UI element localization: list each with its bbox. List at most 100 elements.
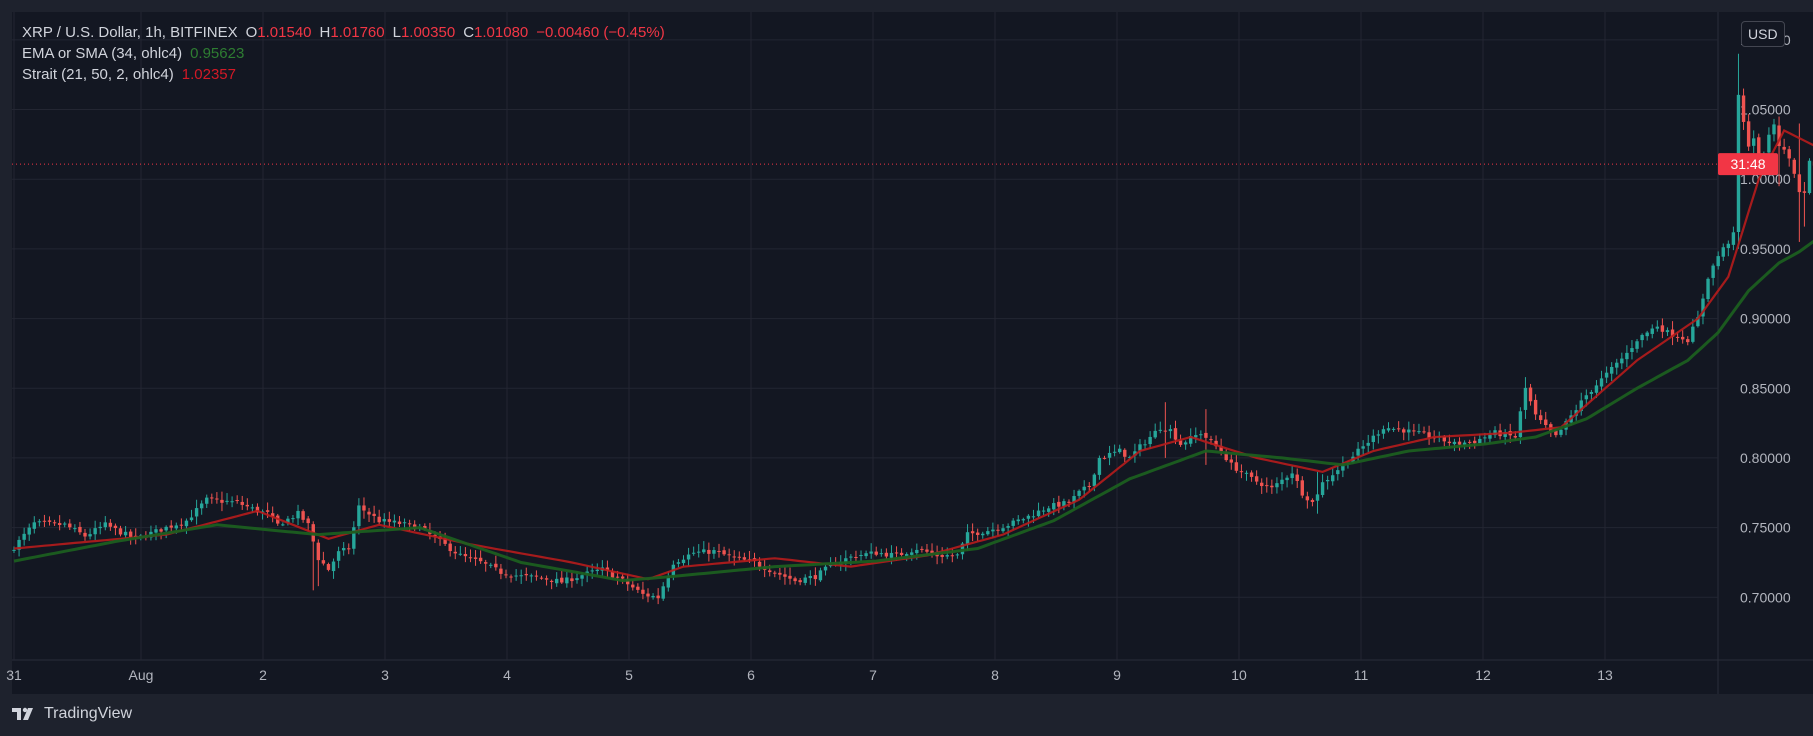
candle-up (341, 548, 346, 551)
candle-down (1087, 485, 1091, 487)
candle-up (1097, 457, 1102, 475)
candle-down (108, 522, 113, 527)
candle-down (478, 557, 483, 562)
candle-up (580, 575, 584, 579)
candle-up (1726, 243, 1731, 249)
candle-down (1224, 452, 1228, 461)
candle-up (194, 508, 199, 517)
candle-down (347, 548, 351, 550)
candle-up (1716, 256, 1720, 267)
indicator-strait-label: Strait (21, 50, 2, ohlc4) (22, 66, 174, 83)
candle-up (1706, 278, 1710, 300)
candle-up (1315, 494, 1320, 501)
candle-up (1168, 429, 1173, 432)
candle-up (595, 569, 599, 572)
candle-up (1452, 441, 1457, 445)
candle-down (793, 578, 797, 582)
candle-down (265, 510, 270, 512)
candle-down (970, 531, 975, 534)
indicator-strait-line[interactable]: Strait (21, 50, 2, ohlc4) 1.02357 (22, 64, 665, 85)
candle-up (1604, 372, 1609, 378)
candle-up (945, 555, 949, 557)
candle-up (1579, 400, 1583, 412)
candle-down (1513, 436, 1518, 438)
indicator-ema-label: EMA or SMA (34, ohlc4) (22, 45, 183, 62)
candle-down (1249, 472, 1254, 477)
candle-down (1178, 440, 1183, 445)
candle-up (1356, 448, 1360, 456)
candle-up (1376, 434, 1381, 436)
candle-down (169, 525, 173, 528)
candle-up (1366, 442, 1370, 446)
candle-down (1782, 146, 1786, 150)
tradingview-logo-icon (12, 707, 33, 720)
candle-up (666, 575, 670, 588)
candle-up (844, 558, 848, 563)
candle-down (68, 523, 72, 528)
candle-up (22, 533, 26, 540)
candle-down (570, 578, 574, 582)
candle-down (1554, 430, 1558, 436)
candle-up (489, 564, 493, 566)
candle-down (362, 505, 366, 511)
low-label: L (392, 24, 401, 41)
x-tick-label: 3 (381, 667, 389, 683)
candle-up (529, 575, 534, 577)
y-tick-label: 1.00000 (1740, 171, 1791, 187)
candle-down (788, 575, 792, 579)
candle-down (620, 576, 625, 579)
candle-down (874, 551, 878, 555)
candle-up (849, 556, 853, 558)
candle-up (1696, 317, 1700, 327)
candle-up (590, 570, 594, 572)
candle-down (1741, 95, 1746, 122)
time-scale[interactable] (12, 660, 1813, 694)
candle-up (1731, 232, 1736, 245)
candle-up (818, 570, 823, 581)
candle-up (565, 577, 569, 584)
candle-up (1021, 519, 1026, 521)
candle-down (483, 562, 488, 564)
candle-down (1533, 399, 1538, 415)
candle-up (1391, 428, 1396, 430)
candle-up (1320, 482, 1325, 495)
candle-down (1214, 440, 1218, 447)
y-tick-label: 0.90000 (1740, 311, 1791, 327)
close-label: C (463, 24, 475, 41)
candle-up (686, 554, 691, 560)
candle-up (1503, 432, 1507, 437)
candle-down (1473, 440, 1477, 444)
candle-down (884, 552, 889, 557)
tradingview-branding[interactable]: TradingView (12, 702, 132, 726)
candle-down (1260, 482, 1264, 487)
candle-up (1665, 330, 1670, 333)
price-scale[interactable] (1718, 12, 1813, 660)
candle-up (869, 551, 873, 554)
candle-down (1057, 501, 1061, 507)
candle-down (920, 548, 924, 550)
x-tick-label: 7 (869, 667, 877, 683)
x-tick-label: 11 (1354, 667, 1369, 683)
candle-up (98, 526, 102, 529)
current-price-label[interactable] (1718, 153, 1778, 176)
indicator-ema-line[interactable]: EMA or SMA (34, ohlc4) 0.95623 (22, 43, 665, 64)
candle-up (1635, 341, 1639, 349)
chart-pane[interactable] (12, 12, 1718, 660)
candle-down (1777, 125, 1781, 147)
candle-up (1462, 442, 1467, 446)
candle-up (17, 539, 21, 550)
candle-up (915, 549, 919, 554)
currency-button[interactable]: USD (1741, 21, 1785, 47)
x-tick-label: 10 (1231, 667, 1247, 683)
candle-up (1523, 387, 1528, 410)
candle-down (1310, 499, 1315, 502)
x-tick-label: 12 (1475, 667, 1491, 683)
candle-up (296, 510, 300, 519)
symbol-title[interactable]: XRP / U.S. Dollar, 1h, BITFINEX (22, 24, 238, 41)
candle-down (615, 576, 620, 578)
x-tick-label: 4 (503, 667, 511, 683)
candle-down (798, 580, 802, 583)
candle-down (524, 573, 528, 576)
